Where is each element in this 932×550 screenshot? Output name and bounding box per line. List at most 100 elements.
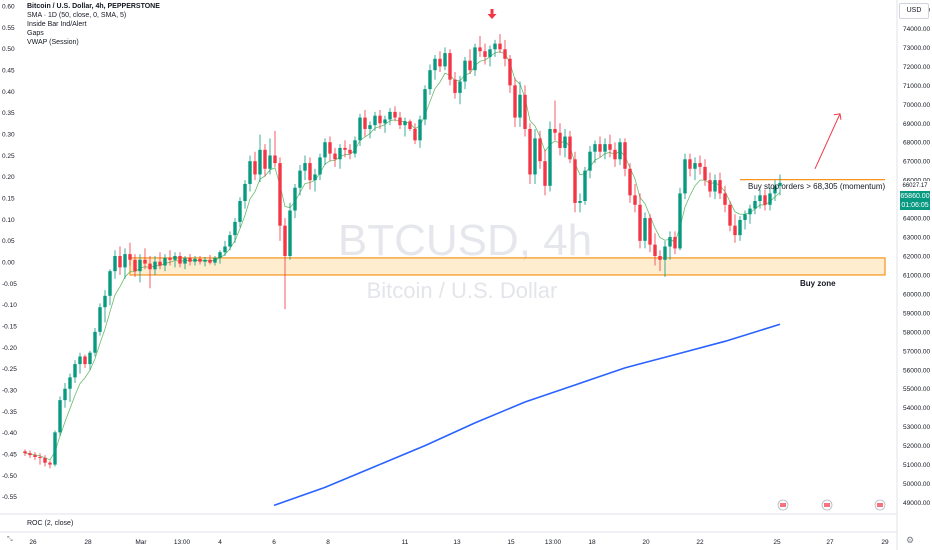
candle bbox=[213, 256, 217, 266]
left-axis-tick: 0.50 bbox=[2, 46, 15, 53]
time-axis-tick: 18 bbox=[588, 539, 596, 546]
candle-body bbox=[188, 257, 192, 262]
candle-body bbox=[758, 195, 762, 202]
legend-gaps[interactable]: Gaps bbox=[27, 30, 44, 37]
candle bbox=[528, 123, 532, 184]
price-axis-tick: 51000.00 bbox=[903, 462, 930, 469]
candle-body bbox=[708, 180, 712, 192]
candle-body bbox=[473, 47, 477, 71]
candle-body bbox=[198, 258, 202, 262]
candle bbox=[313, 168, 317, 192]
buy-zone-label[interactable]: Buy zone bbox=[800, 279, 836, 288]
candle bbox=[273, 130, 277, 167]
candle-body bbox=[773, 185, 777, 194]
candle-body bbox=[298, 170, 302, 188]
candle bbox=[618, 138, 622, 165]
candle-body bbox=[558, 132, 562, 148]
candle-body bbox=[448, 53, 452, 80]
candle-body bbox=[203, 259, 207, 262]
candle bbox=[493, 39, 497, 57]
candle bbox=[158, 252, 162, 270]
candle bbox=[583, 166, 587, 205]
candle-body bbox=[128, 254, 132, 260]
left-axis-tick: 0.20 bbox=[2, 174, 15, 181]
candle-body bbox=[403, 121, 407, 126]
price-axis-tick: 70000.00 bbox=[903, 102, 930, 109]
candle-body bbox=[478, 47, 482, 52]
candle bbox=[478, 36, 482, 57]
time-axis-tick: 13:00 bbox=[545, 539, 562, 546]
buy-stop-annotation[interactable]: Buy stop orders > 68,305 (momentum) bbox=[748, 182, 886, 191]
watermark-name: Bitcoin / U.S. Dollar bbox=[367, 278, 558, 303]
left-axis-tick: -0.55 bbox=[2, 494, 17, 501]
candle-body bbox=[93, 331, 97, 353]
currency-button[interactable]: USD bbox=[899, 3, 929, 19]
time-axis-tick: 20 bbox=[642, 539, 650, 546]
candle-body bbox=[133, 259, 137, 272]
candle bbox=[308, 157, 312, 190]
candle-body bbox=[518, 94, 522, 118]
candle bbox=[668, 231, 672, 260]
legend-vwap[interactable]: VWAP (Session) bbox=[27, 39, 79, 46]
candle-body bbox=[383, 119, 387, 124]
candle-body bbox=[648, 218, 652, 245]
candle-body bbox=[488, 49, 492, 57]
price-axis-tick: 50000.00 bbox=[903, 481, 930, 488]
candle-body bbox=[523, 94, 527, 129]
time-axis-tick: 6 bbox=[272, 539, 276, 546]
candle bbox=[543, 149, 547, 196]
candle bbox=[268, 138, 272, 175]
candle-body bbox=[388, 111, 392, 120]
legend-inside-bar[interactable]: Inside Bar Ind/Alert bbox=[27, 21, 87, 28]
candle-body bbox=[428, 70, 432, 90]
candle-body bbox=[643, 218, 647, 241]
candle-body bbox=[413, 128, 417, 141]
candle bbox=[548, 121, 552, 192]
candle-body bbox=[623, 142, 627, 169]
candle bbox=[778, 174, 782, 196]
price-axis-tick: 62000.00 bbox=[903, 254, 930, 261]
candle bbox=[83, 354, 87, 368]
price-axis-tick: 67000.00 bbox=[903, 159, 930, 166]
candle bbox=[123, 248, 127, 279]
roc-pane-label[interactable]: ROC (2, close) bbox=[27, 520, 74, 527]
price-axis-tick: 69000.00 bbox=[903, 121, 930, 128]
legend-title[interactable]: Bitcoin / U.S. Dollar, 4h, PEPPERSTONE bbox=[27, 3, 160, 10]
candle bbox=[298, 164, 302, 196]
candle bbox=[458, 75, 462, 105]
candle bbox=[708, 172, 712, 198]
candle bbox=[168, 250, 172, 266]
candle bbox=[43, 455, 47, 467]
candle bbox=[753, 195, 757, 215]
candle bbox=[193, 256, 197, 266]
candle-body bbox=[243, 183, 247, 202]
collapse-icon[interactable]: ⤡ bbox=[7, 536, 13, 543]
candle bbox=[463, 56, 467, 90]
candle-body bbox=[753, 201, 757, 209]
candle-body bbox=[218, 252, 222, 258]
candle-body bbox=[433, 58, 437, 71]
price-axis-tick: 63000.00 bbox=[903, 235, 930, 242]
candle-body bbox=[48, 462, 52, 465]
candle bbox=[728, 201, 732, 232]
gear-icon[interactable]: ⚙ bbox=[906, 535, 915, 545]
candle bbox=[378, 109, 382, 129]
candle bbox=[758, 189, 762, 209]
candle bbox=[128, 242, 132, 266]
legend-sma[interactable]: SMA · 1D (50, close, 0, SMA, 5) bbox=[27, 12, 127, 19]
candle bbox=[388, 108, 392, 126]
candle bbox=[688, 153, 692, 177]
candle bbox=[108, 269, 112, 306]
candle-body bbox=[58, 400, 62, 433]
candle-body bbox=[398, 117, 402, 126]
candle-body bbox=[308, 163, 312, 181]
candle bbox=[588, 146, 592, 179]
price-axis-tick: 68000.00 bbox=[903, 140, 930, 147]
candle-body bbox=[138, 259, 142, 272]
candle-body bbox=[178, 256, 182, 264]
candle-body bbox=[123, 254, 127, 268]
target-arrow-line bbox=[814, 113, 841, 169]
candle-body bbox=[678, 193, 682, 249]
candle bbox=[233, 218, 237, 243]
